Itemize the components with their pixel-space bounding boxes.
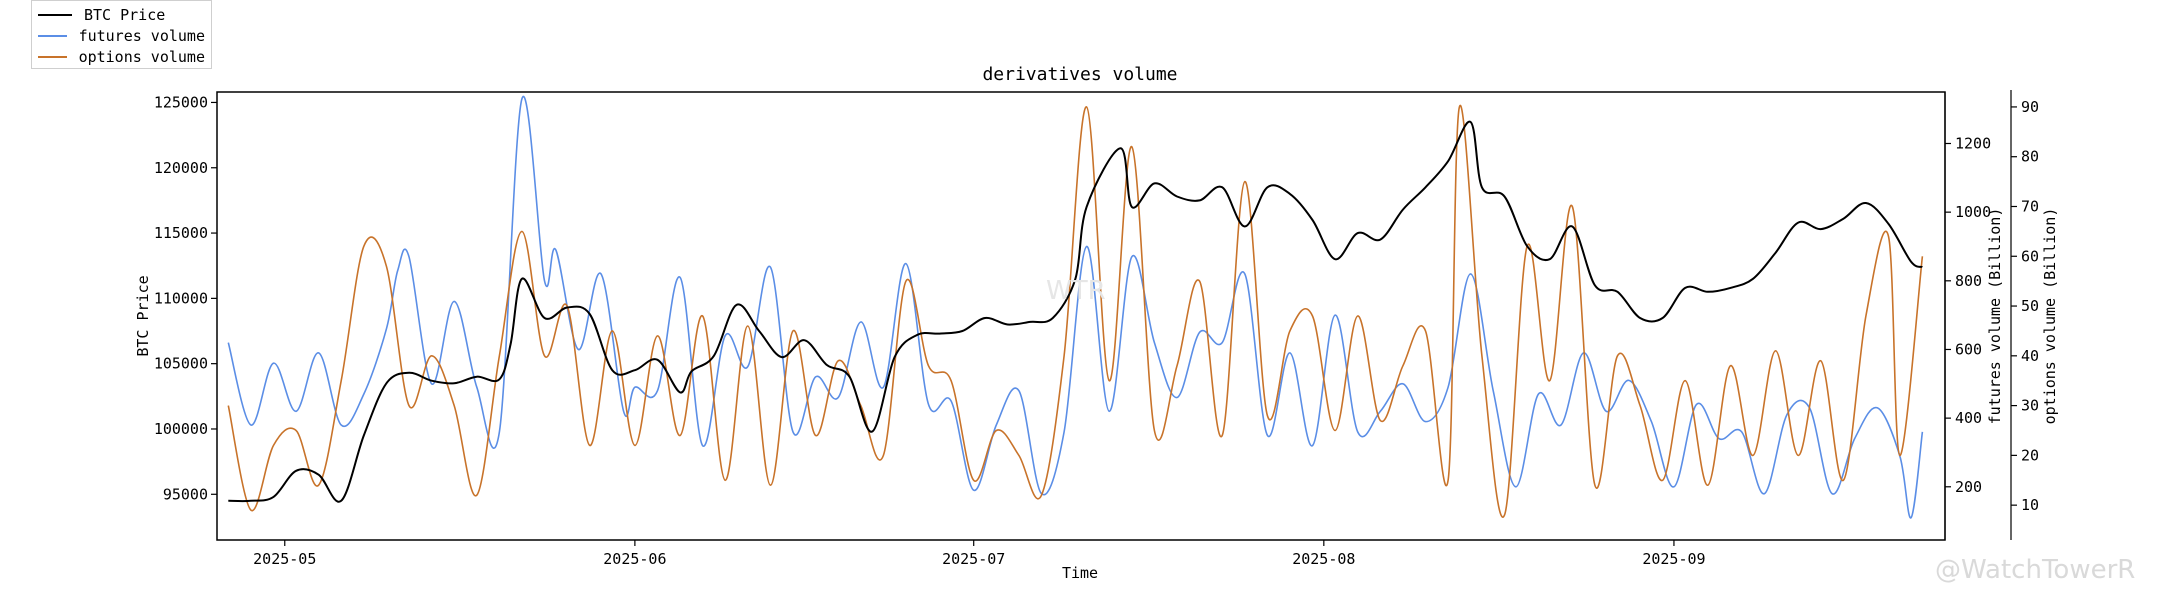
y-tick-label-left: 125000 [154,93,208,111]
series-line-futures-volume [227,95,1924,519]
y-tick-label-options: 80 [2021,148,2039,166]
legend-label: futures volume [78,26,205,45]
y-tick-label-options: 20 [2021,446,2039,464]
legend-item-futures-volume: futures volume [38,25,205,46]
y-tick-label-left: 110000 [154,289,208,307]
watermark: @WatchTowerR [1935,555,2136,585]
x-axis: 2025-05 2025-06 2025-07 2025-08 2025-09 [253,540,1706,568]
series-lines [227,95,1924,519]
y-tick-label-options: 10 [2021,496,2039,514]
y-tick-label-left: 120000 [154,159,208,177]
x-axis-label: Time [1062,564,1098,582]
y-tick-label-futures: 200 [1955,478,1982,496]
y-tick-label-options: 30 [2021,397,2039,415]
x-tick-label: 2025-06 [603,550,666,568]
y-axis-options-volume: 10 20 30 40 50 60 70 80 90 [2010,90,2039,540]
legend-item-btc-price: BTC Price [38,4,205,25]
x-tick-label: 2025-09 [1642,550,1705,568]
legend: BTC Price futures volume options volume [31,0,212,69]
x-tick-label: 2025-08 [1292,550,1355,568]
y-tick-label-options: 40 [2021,347,2039,365]
series-line-options-volume [227,104,1924,518]
y-tick-label-futures: 1000 [1955,203,1991,221]
y-tick-label-options: 50 [2021,297,2039,315]
y-tick-label-futures: 600 [1955,340,1982,358]
y-tick-label-left: 100000 [154,420,208,438]
x-tick-label: 2025-07 [942,550,1005,568]
y-tick-label-options: 90 [2021,98,2039,116]
legend-swatch-futures [38,34,67,37]
chart-title: derivatives volume [982,64,1177,85]
legend-item-options-volume: options volume [38,46,205,67]
y-axis-label-futures: futures volume (Billion) [1986,208,2004,425]
watermark-center-logo: WTR [1046,276,1106,306]
y-tick-label-left: 95000 [163,485,208,503]
y-tick-label-futures: 800 [1955,272,1982,290]
y-tick-label-left: 105000 [154,355,208,373]
y-axis-futures-volume: 200 400 600 800 1000 1200 [1944,92,1991,540]
y-tick-label-options: 60 [2021,247,2039,265]
y-tick-label-left: 115000 [154,224,208,242]
y-tick-label-options: 70 [2021,197,2039,215]
y-tick-label-futures: 1200 [1955,134,1991,152]
y-tick-label-futures: 400 [1955,409,1982,427]
legend-label: options volume [78,47,205,66]
y-axis-btc-price: 95000 100000 105000 110000 115000 120000 12500… [154,93,217,503]
plot-frame [216,91,1946,541]
legend-label: BTC Price [84,5,166,24]
x-tick-label: 2025-05 [253,550,316,568]
y-axis-label-btc: BTC Price [134,275,152,356]
legend-swatch-options [38,55,67,58]
y-axis-label-options: options volume (Billion) [2041,208,2059,425]
series-line-btc-price [228,120,1923,503]
legend-swatch-btc [38,13,72,16]
